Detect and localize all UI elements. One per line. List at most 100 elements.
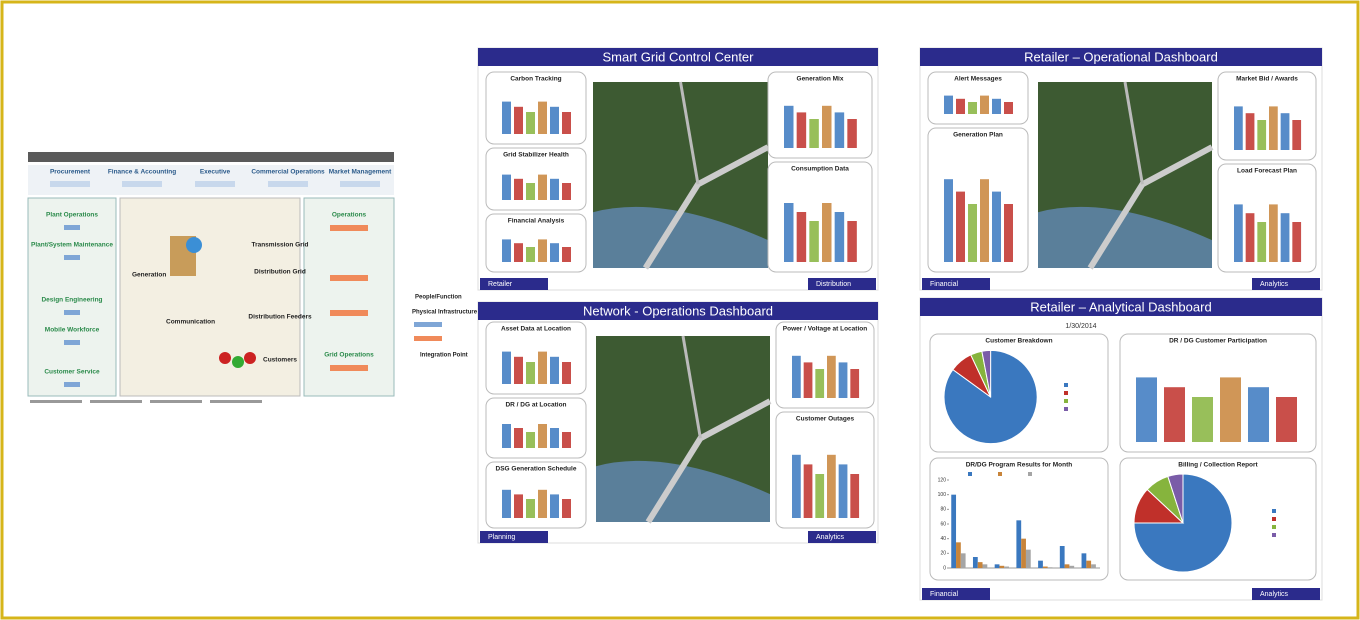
legend-swatch xyxy=(1064,399,1068,403)
bar xyxy=(1016,520,1021,568)
mini-bar xyxy=(1292,222,1301,262)
panel-title: Customer Breakdown xyxy=(985,338,1052,345)
panel-title: Generation Plan xyxy=(953,132,1003,139)
mini-bar xyxy=(809,221,819,262)
panel-title: Financial Analysis xyxy=(508,218,565,225)
dashboard-title: Retailer – Analytical Dashboard xyxy=(1030,299,1211,314)
bar xyxy=(1021,539,1026,568)
footnote-line xyxy=(150,400,202,403)
mini-bar xyxy=(514,494,523,518)
legend-label: Physical Infrastructure xyxy=(412,310,478,316)
nav-button-label[interactable]: Analytics xyxy=(1260,591,1289,598)
mini-bar xyxy=(526,362,535,384)
panel-title: Generation Mix xyxy=(797,76,844,83)
mini-bar xyxy=(847,221,857,262)
bar xyxy=(1086,561,1091,568)
legend-swatch xyxy=(998,472,1002,476)
panel-title: Customer Outages xyxy=(796,416,855,423)
office-label: Executive xyxy=(200,169,231,176)
panel-title: DSG Generation Schedule xyxy=(496,466,577,473)
center-column xyxy=(120,198,300,396)
dashboard-title: Retailer – Operational Dashboard xyxy=(1024,49,1218,64)
panel-title: DR / DG at Location xyxy=(505,402,566,409)
nav-button-label[interactable]: Distribution xyxy=(816,281,851,288)
mini-bar xyxy=(1269,204,1278,262)
dashboard: Retailer – Analytical Dashboard 1/30/2014… xyxy=(920,298,1322,600)
bar xyxy=(1026,550,1031,568)
bar xyxy=(999,566,1004,568)
mini-bar xyxy=(992,192,1001,262)
office-tag xyxy=(268,181,308,187)
bar xyxy=(956,542,961,568)
panel-title: Carbon Tracking xyxy=(510,76,561,83)
legend-swatch xyxy=(1064,407,1068,411)
function-tag xyxy=(64,310,80,315)
mini-bar xyxy=(562,499,571,518)
infra-label: Communication xyxy=(166,319,215,326)
panel-title: Power / Voltage at Location xyxy=(783,326,867,333)
bar xyxy=(1060,546,1065,568)
ops-tag xyxy=(330,365,368,371)
bar xyxy=(961,553,966,568)
mini-bar xyxy=(538,175,547,200)
comm-icon xyxy=(186,237,202,253)
mini-bar xyxy=(815,369,824,398)
customer-icon xyxy=(219,352,231,364)
nav-button-label[interactable]: Financial xyxy=(930,281,958,288)
infra-label: Customers xyxy=(263,357,297,364)
bar xyxy=(1004,567,1009,568)
mini-bar xyxy=(1234,106,1243,150)
mini-bar xyxy=(502,490,511,518)
mini-bar xyxy=(980,96,989,114)
office-tag xyxy=(50,181,90,187)
mini-bar xyxy=(562,247,571,262)
nav-button-label[interactable]: Planning xyxy=(488,534,515,541)
mini-bar xyxy=(562,183,571,200)
ops-tag xyxy=(330,310,368,316)
mini-bar xyxy=(792,455,801,518)
y-tick-label: 120 xyxy=(938,477,947,483)
legend-swatch xyxy=(1272,533,1276,537)
mini-bar xyxy=(1246,113,1255,150)
panel-title: Alert Messages xyxy=(954,76,1002,83)
panel xyxy=(1218,72,1316,160)
nav-button-label[interactable]: Analytics xyxy=(816,534,845,541)
panel-title: Asset Data at Location xyxy=(501,326,571,333)
panel-title: Load Forecast Plan xyxy=(1237,168,1297,175)
nav-button-label[interactable]: Retailer xyxy=(488,281,513,288)
mini-bar xyxy=(514,357,523,384)
panel-title: Grid Stabilizer Health xyxy=(503,152,569,159)
mini-bar xyxy=(526,499,535,518)
nav-button-label[interactable]: Analytics xyxy=(1260,281,1289,288)
mini-bar xyxy=(538,102,547,134)
legend-label: Integration Point xyxy=(420,353,468,359)
panel-title: DR / DG Customer Participation xyxy=(1169,338,1267,345)
legend-tag xyxy=(414,336,442,341)
mini-bar xyxy=(839,362,848,398)
mini-bar xyxy=(839,464,848,518)
panel-title: Market Bid / Awards xyxy=(1236,76,1298,83)
mini-bar xyxy=(827,455,836,518)
dashboard-date: 1/30/2014 xyxy=(1065,323,1096,330)
ops-tag xyxy=(330,275,368,281)
dashboard: Retailer – Operational Dashboard Financia… xyxy=(920,48,1322,290)
function-tag xyxy=(64,340,80,345)
infra-label: Distribution Grid xyxy=(254,269,306,276)
ops-tag xyxy=(330,225,368,231)
mini-bar xyxy=(538,490,547,518)
mini-bar xyxy=(550,243,559,262)
legend-swatch xyxy=(1064,391,1068,395)
mini-bar xyxy=(822,106,832,148)
screen: ProcurementFinance & AccountingExecutive… xyxy=(0,0,1360,620)
diagram-header xyxy=(28,152,394,162)
mini-bar xyxy=(526,247,535,262)
bar xyxy=(1065,564,1070,568)
mini-bar xyxy=(835,212,845,262)
nav-button-label[interactable]: Financial xyxy=(930,591,958,598)
function-label: Customer Service xyxy=(44,369,100,376)
function-label: Plant/System Maintenance xyxy=(31,242,113,249)
y-tick-label: 100 xyxy=(938,492,947,498)
function-tag xyxy=(64,225,80,230)
function-label: Design Engineering xyxy=(41,297,102,304)
